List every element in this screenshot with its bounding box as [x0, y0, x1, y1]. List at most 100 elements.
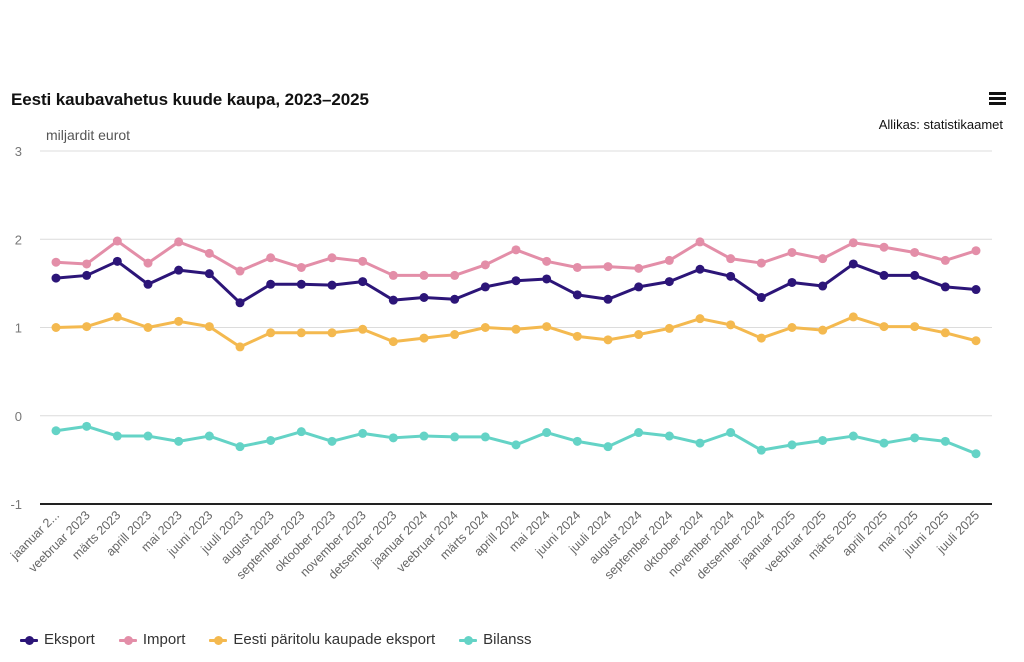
data-point[interactable]	[112, 312, 122, 322]
data-point[interactable]	[358, 324, 368, 334]
legend-item[interactable]: Bilanss	[459, 631, 532, 648]
data-point[interactable]	[726, 428, 736, 438]
data-point[interactable]	[266, 328, 276, 338]
data-point[interactable]	[695, 264, 705, 274]
data-point[interactable]	[450, 432, 460, 442]
data-point[interactable]	[480, 432, 490, 442]
data-point[interactable]	[419, 292, 429, 302]
data-point[interactable]	[388, 295, 398, 305]
data-point[interactable]	[511, 245, 521, 255]
data-point[interactable]	[756, 258, 766, 268]
data-point[interactable]	[542, 256, 552, 266]
data-point[interactable]	[572, 436, 582, 446]
data-point[interactable]	[818, 325, 828, 335]
data-point[interactable]	[756, 292, 766, 302]
data-point[interactable]	[818, 281, 828, 291]
data-point[interactable]	[603, 335, 613, 345]
data-point[interactable]	[82, 270, 92, 280]
legend-item[interactable]: Eesti päritolu kaupade eksport	[209, 631, 435, 648]
data-point[interactable]	[971, 246, 981, 256]
data-point[interactable]	[480, 260, 490, 270]
data-point[interactable]	[174, 265, 184, 275]
data-point[interactable]	[112, 256, 122, 266]
data-point[interactable]	[480, 282, 490, 292]
data-point[interactable]	[266, 253, 276, 263]
data-point[interactable]	[112, 431, 122, 441]
data-point[interactable]	[511, 276, 521, 286]
data-point[interactable]	[296, 427, 306, 437]
data-point[interactable]	[204, 248, 214, 258]
data-point[interactable]	[756, 333, 766, 343]
data-point[interactable]	[572, 262, 582, 272]
legend-item[interactable]: Import	[118, 631, 185, 648]
data-point[interactable]	[51, 323, 61, 332]
data-point[interactable]	[296, 262, 306, 272]
data-point[interactable]	[572, 290, 582, 300]
data-point[interactable]	[327, 328, 337, 338]
data-point[interactable]	[726, 320, 736, 330]
data-point[interactable]	[542, 274, 552, 284]
data-point[interactable]	[51, 426, 61, 436]
legend-item[interactable]: Eksport	[20, 631, 95, 648]
data-point[interactable]	[112, 236, 122, 246]
data-point[interactable]	[971, 285, 981, 295]
data-point[interactable]	[634, 428, 644, 438]
data-point[interactable]	[940, 282, 950, 292]
data-point[interactable]	[204, 322, 214, 332]
data-point[interactable]	[358, 256, 368, 266]
data-point[interactable]	[848, 431, 858, 441]
data-point[interactable]	[848, 238, 858, 248]
data-point[interactable]	[879, 270, 889, 280]
data-point[interactable]	[603, 262, 613, 272]
data-point[interactable]	[634, 330, 644, 340]
data-point[interactable]	[419, 431, 429, 441]
data-point[interactable]	[327, 436, 337, 446]
data-point[interactable]	[542, 322, 552, 332]
data-point[interactable]	[450, 270, 460, 280]
data-point[interactable]	[787, 323, 797, 332]
data-point[interactable]	[480, 323, 490, 332]
data-point[interactable]	[296, 328, 306, 338]
data-point[interactable]	[910, 247, 920, 257]
data-point[interactable]	[143, 279, 153, 289]
data-point[interactable]	[572, 331, 582, 341]
data-point[interactable]	[726, 254, 736, 264]
data-point[interactable]	[971, 449, 981, 459]
data-point[interactable]	[787, 277, 797, 287]
data-point[interactable]	[726, 271, 736, 281]
data-point[interactable]	[143, 431, 153, 441]
data-point[interactable]	[235, 298, 245, 308]
data-point[interactable]	[664, 255, 674, 265]
data-point[interactable]	[82, 421, 92, 431]
data-point[interactable]	[82, 259, 92, 269]
data-point[interactable]	[664, 431, 674, 441]
data-point[interactable]	[940, 328, 950, 338]
data-point[interactable]	[910, 322, 920, 332]
data-point[interactable]	[940, 436, 950, 446]
data-point[interactable]	[603, 294, 613, 304]
data-point[interactable]	[388, 433, 398, 443]
data-point[interactable]	[695, 438, 705, 448]
data-point[interactable]	[695, 237, 705, 247]
data-point[interactable]	[174, 436, 184, 446]
data-point[interactable]	[388, 270, 398, 280]
data-point[interactable]	[879, 242, 889, 252]
data-point[interactable]	[787, 247, 797, 257]
data-point[interactable]	[511, 324, 521, 334]
data-point[interactable]	[174, 237, 184, 247]
data-point[interactable]	[940, 255, 950, 265]
data-point[interactable]	[419, 333, 429, 343]
data-point[interactable]	[388, 337, 398, 347]
data-point[interactable]	[818, 435, 828, 445]
data-point[interactable]	[51, 273, 61, 283]
data-point[interactable]	[450, 330, 460, 340]
data-point[interactable]	[204, 431, 214, 441]
data-point[interactable]	[235, 342, 245, 352]
data-point[interactable]	[695, 314, 705, 324]
data-point[interactable]	[235, 442, 245, 452]
data-point[interactable]	[327, 253, 337, 263]
data-point[interactable]	[358, 428, 368, 438]
data-point[interactable]	[787, 440, 797, 450]
data-point[interactable]	[358, 277, 368, 287]
data-point[interactable]	[848, 259, 858, 269]
